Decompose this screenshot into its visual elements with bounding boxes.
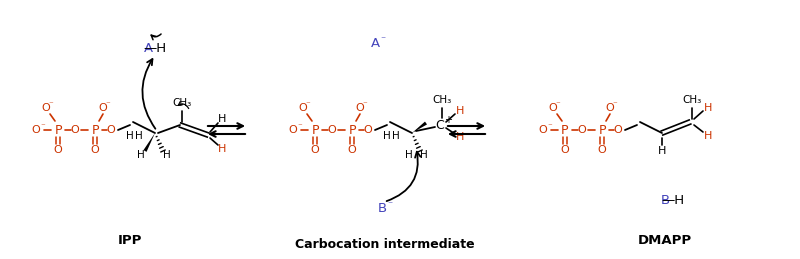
Text: O: O — [289, 125, 298, 135]
Text: ⁻: ⁻ — [381, 35, 386, 45]
Text: H: H — [658, 146, 666, 156]
Text: ⁻: ⁻ — [548, 123, 552, 132]
Text: H: H — [126, 131, 134, 141]
Text: H: H — [704, 131, 712, 141]
Text: Carbocation intermediate: Carbocation intermediate — [295, 239, 475, 251]
Text: C: C — [436, 119, 444, 132]
Text: —H: —H — [143, 41, 166, 54]
Text: ⁻: ⁻ — [362, 100, 367, 110]
Text: H: H — [704, 103, 712, 113]
Text: H: H — [218, 144, 226, 154]
Text: P: P — [348, 124, 356, 136]
Text: A: A — [370, 37, 379, 49]
Text: P: P — [91, 124, 98, 136]
Text: O: O — [106, 125, 115, 135]
Text: O: O — [328, 125, 336, 135]
Text: ⁻: ⁻ — [41, 123, 46, 132]
Text: O: O — [356, 103, 364, 113]
Text: P: P — [598, 124, 606, 136]
Text: P: P — [54, 124, 62, 136]
Text: H: H — [456, 132, 464, 142]
Text: ⁻: ⁻ — [306, 100, 310, 110]
Text: P: P — [311, 124, 318, 136]
Text: H: H — [405, 150, 413, 160]
Text: O: O — [364, 125, 372, 135]
Text: ⁻: ⁻ — [106, 100, 110, 110]
Text: O: O — [578, 125, 586, 135]
Text: O: O — [310, 145, 319, 155]
Text: P: P — [562, 124, 569, 136]
Text: CH₃: CH₃ — [172, 98, 192, 108]
Text: O: O — [614, 125, 622, 135]
Text: CH₃: CH₃ — [432, 95, 452, 105]
Text: ⁻: ⁻ — [556, 100, 560, 110]
Text: ⁻: ⁻ — [49, 100, 54, 110]
Text: O: O — [348, 145, 356, 155]
Polygon shape — [412, 121, 427, 133]
Text: O: O — [98, 103, 107, 113]
Polygon shape — [143, 133, 155, 152]
Text: H: H — [383, 131, 391, 141]
Text: O: O — [90, 145, 99, 155]
Text: H: H — [392, 131, 400, 141]
Text: O: O — [54, 145, 62, 155]
Text: H: H — [135, 131, 143, 141]
Text: O: O — [70, 125, 79, 135]
Text: H: H — [456, 106, 464, 116]
Text: DMAPP: DMAPP — [638, 234, 692, 247]
Text: ⁻: ⁻ — [298, 123, 302, 132]
Text: A: A — [143, 41, 153, 54]
Text: O: O — [32, 125, 40, 135]
Text: IPP: IPP — [118, 234, 142, 247]
Text: H: H — [420, 150, 428, 160]
Text: H: H — [137, 150, 145, 160]
Text: ⁻: ⁻ — [613, 100, 618, 110]
Text: H: H — [163, 150, 171, 160]
Text: O: O — [42, 103, 50, 113]
Text: CH₃: CH₃ — [682, 95, 702, 105]
Text: B: B — [378, 202, 386, 214]
Text: O: O — [598, 145, 606, 155]
Text: —H: —H — [662, 193, 685, 206]
Text: B: B — [661, 193, 670, 206]
Text: O: O — [538, 125, 547, 135]
Text: O: O — [606, 103, 614, 113]
Text: O: O — [549, 103, 558, 113]
Text: O: O — [561, 145, 570, 155]
Text: ⁻: ⁻ — [387, 200, 393, 210]
Text: +: + — [444, 115, 452, 125]
Text: H: H — [218, 114, 226, 124]
Text: O: O — [298, 103, 307, 113]
